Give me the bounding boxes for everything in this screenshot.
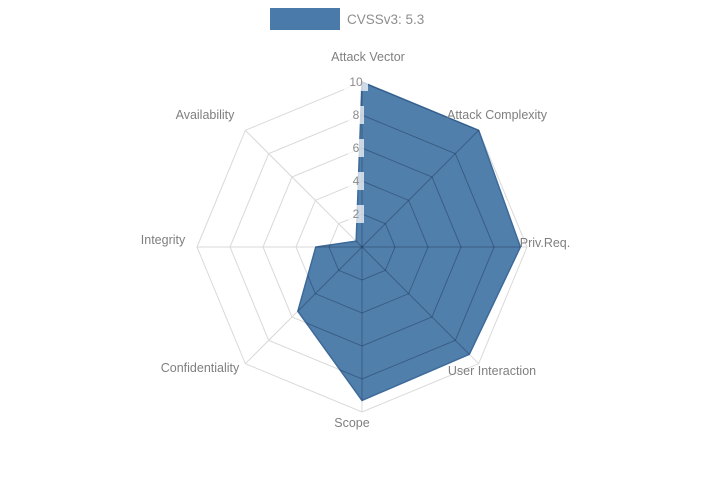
radial-tick-label: 8 (353, 108, 360, 122)
tick-label-background (348, 106, 364, 124)
tick-label-background (344, 73, 368, 91)
legend-label[interactable]: CVSSv3: 5.3 (347, 11, 425, 27)
tick-label-background (348, 172, 364, 190)
axis-label-integrity: Integrity (141, 233, 186, 247)
radial-tick-label: 4 (353, 174, 360, 188)
legend-item[interactable]: CVSSv3: 5.3 (270, 8, 424, 30)
axis-label-scope: Scope (334, 416, 369, 430)
tick-label-background (348, 205, 364, 223)
axis-label-user-interaction: User Interaction (448, 364, 536, 378)
axis-spoke (244, 129, 363, 248)
radial-tick-label: 2 (353, 207, 360, 221)
axis-label-priv-req-: Priv.Req. (520, 236, 570, 250)
radar-series-polygon (297, 80, 522, 402)
legend-swatch[interactable] (270, 8, 340, 30)
radial-tick-label: 6 (353, 141, 360, 155)
axis-label-confidentiality: Confidentiality (161, 361, 240, 375)
axis-label-attack-complexity: Attack Complexity (447, 108, 548, 122)
tick-label-background (348, 139, 364, 157)
axis-label-availability: Availability (176, 108, 236, 122)
axis-label-attack-vector: Attack Vector (331, 50, 405, 64)
radial-tick-label: 10 (349, 75, 363, 89)
